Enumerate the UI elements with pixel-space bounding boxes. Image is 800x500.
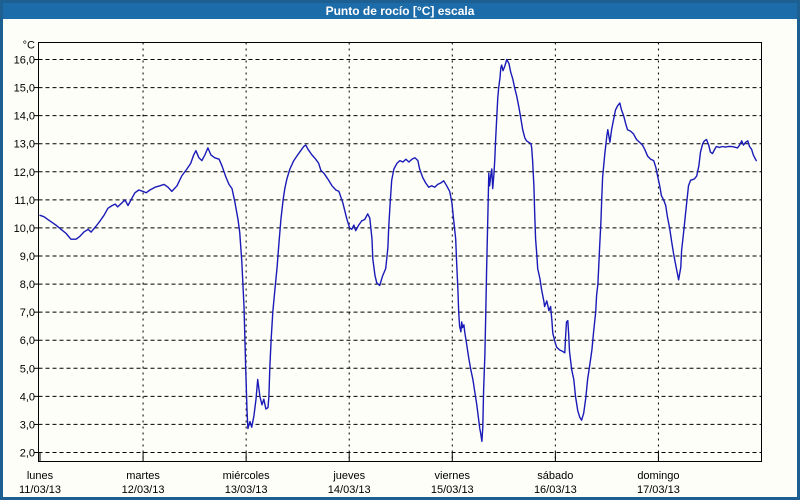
y-tick-label: 14,0 [14,111,35,123]
x-day-name-label: jueves [332,470,365,482]
title-bar [2,2,798,19]
y-tick-label: 13,0 [14,139,35,151]
series-line-dew-point [39,58,757,442]
x-day-name-label: viernes [435,470,471,482]
y-tick-label: 9,0 [20,251,35,263]
y-tick-label: 3,0 [20,419,35,431]
y-tick-label: 10,0 [14,223,35,235]
x-day-date-label: 11/03/13 [19,484,61,496]
y-tick-label: 12,0 [14,167,35,179]
x-day-date-label: 17/03/13 [637,484,680,496]
y-axis-ticks [34,59,39,453]
y-axis-unit-label: °C [23,40,35,52]
x-day-date-label: 12/03/13 [122,484,165,496]
y-axis-labels: 16,0 15,0 14,0 13,0 12,0 11,0 10,0 9,0 8,0 7,0 6,0… [14,55,35,460]
y-tick-label: 6,0 [20,335,35,347]
y-tick-label: 8,0 [20,279,35,291]
x-day-name-label: lunes [27,470,54,482]
x-day-date-label: 15/03/13 [431,484,474,496]
x-day-date-label: 14/03/13 [328,484,371,496]
y-tick-label: 4,0 [20,391,35,403]
x-day-name-label: miércoles [223,470,271,482]
x-day-name-label: sábado [537,470,573,482]
y-tick-label: 16,0 [14,55,35,67]
x-day-name-label: domingo [637,470,679,482]
y-tick-label: 5,0 [20,363,35,375]
x-axis-day-labels: lunes 11/03/13 martes 12/03/13 miércoles 13/0… [19,470,680,496]
y-tick-label: 15,0 [14,83,35,95]
x-day-name-label: martes [126,470,160,482]
x-day-date-label: 13/03/13 [225,484,268,496]
y-tick-label: 2,0 [20,448,35,460]
plot-area-border [38,42,762,462]
window-title: Punto de rocío [°C] escala [326,4,475,18]
y-tick-label: 7,0 [20,307,35,319]
y-tick-label: 11,0 [14,195,35,207]
y-gridlines [38,59,762,453]
x-day-date-label: 16/03/13 [534,484,577,496]
